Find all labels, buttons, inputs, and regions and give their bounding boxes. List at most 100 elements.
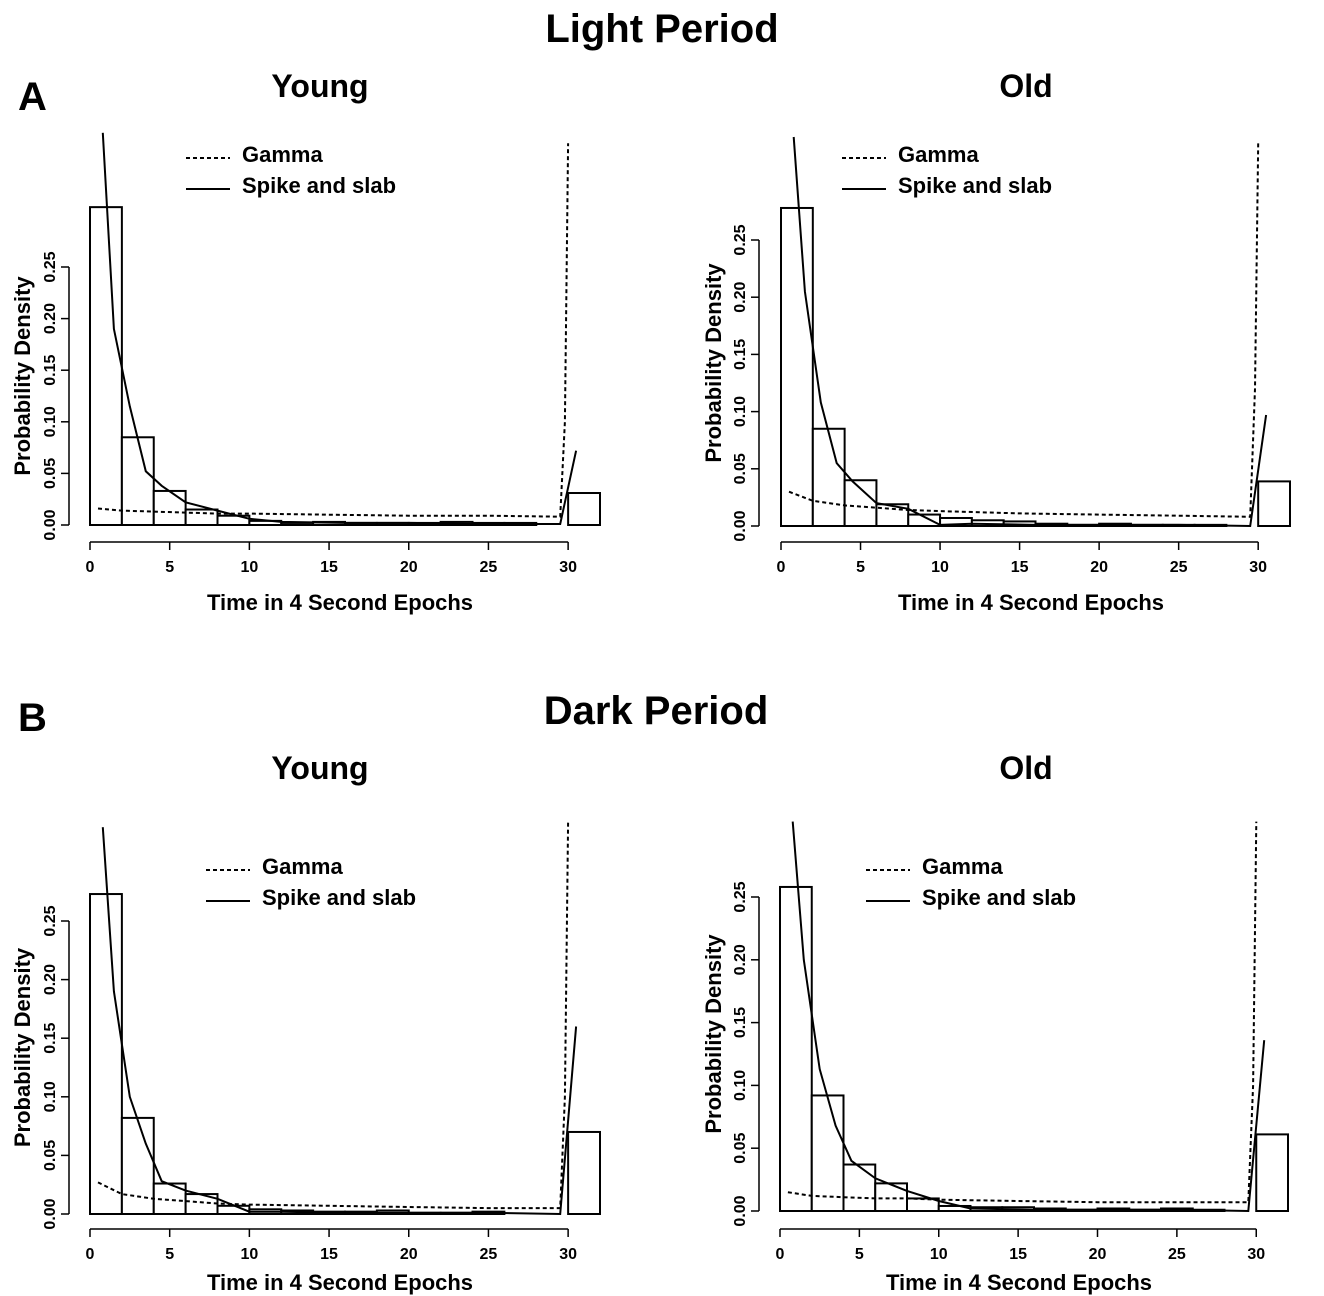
x-tick-label: 5 <box>855 1246 864 1263</box>
legend-label: Gamma <box>262 854 343 879</box>
y-tick-label: 0.15 <box>42 1023 59 1054</box>
x-axis-label: Time in 4 Second Epochs <box>207 1270 473 1295</box>
y-tick-label: 0.25 <box>732 224 749 255</box>
x-tick-label: 0 <box>86 559 95 576</box>
x-tick-label: 10 <box>931 559 949 576</box>
y-axis-label: Probability Density <box>701 263 726 463</box>
histogram-bar <box>780 206 814 528</box>
legend-label: Gamma <box>898 142 979 167</box>
y-tick-label: 0.20 <box>42 964 59 995</box>
x-tick-label: 0 <box>777 559 786 576</box>
gamma-density-line <box>787 821 1258 1204</box>
y-tick-label: 0.05 <box>42 1140 59 1171</box>
chart-panel: Old 0.00 0.05 0.10 0.15 0.20 0.25 0 5 10 15 20 25 30 T… <box>701 68 1291 615</box>
section-title-light: Light Period <box>545 7 778 51</box>
y-tick-label: 0.25 <box>42 251 59 282</box>
legend-label: Spike and slab <box>898 173 1052 198</box>
x-tick-label: 10 <box>240 559 258 576</box>
y-tick-label: 0.25 <box>732 881 749 912</box>
x-axis-label: Time in 4 Second Epochs <box>207 590 473 615</box>
x-tick-label: 5 <box>856 559 865 576</box>
y-tick-label: 0.05 <box>732 453 749 484</box>
y-tick-label: 0.10 <box>42 1081 59 1112</box>
x-tick-label: 15 <box>320 1246 338 1263</box>
x-tick-label: 25 <box>1170 559 1188 576</box>
y-tick-label: 0.00 <box>42 509 59 540</box>
histogram-bar <box>843 479 878 527</box>
chart-panel: Young 0.00 0.05 0.10 0.15 0.20 0.25 0 5 10 15 20 25 3… <box>10 68 601 615</box>
histogram-bar <box>567 492 601 526</box>
chart-panel: Young 0.00 0.05 0.10 0.15 0.20 0.25 0 5 10 15 20 25 3… <box>10 750 601 1295</box>
y-tick-label: 0.05 <box>42 458 59 489</box>
y-tick-label: 0.25 <box>42 905 59 936</box>
legend: Gamma Spike and slab <box>866 854 1076 910</box>
histogram-bar <box>1257 480 1291 528</box>
legend-label: Gamma <box>922 854 1003 879</box>
y-tick-label: 0.20 <box>732 282 749 313</box>
legend: Gamma Spike and slab <box>842 142 1052 198</box>
x-tick-label: 30 <box>559 1246 577 1263</box>
y-axis-label: Probability Density <box>701 934 726 1134</box>
legend: Gamma Spike and slab <box>186 142 396 198</box>
y-tick-label: 0.15 <box>732 1007 749 1038</box>
spike-and-slab-line <box>101 827 578 1216</box>
panel-title: Old <box>999 68 1052 104</box>
x-tick-label: 25 <box>480 1246 498 1263</box>
histogram-bar <box>811 427 846 528</box>
histogram-bar <box>842 1163 877 1212</box>
x-tick-label: 30 <box>1247 1246 1265 1263</box>
y-tick-label: 0.00 <box>42 1198 59 1229</box>
section-letter-a: A <box>18 75 47 119</box>
y-axis-label: Probability Density <box>10 276 35 476</box>
histogram-bar <box>1255 1133 1289 1213</box>
section-title-dark: Dark Period <box>544 689 769 733</box>
y-tick-label: 0.15 <box>732 339 749 370</box>
x-tick-label: 15 <box>1009 1246 1027 1263</box>
x-tick-label: 15 <box>1011 559 1029 576</box>
x-tick-label: 20 <box>400 1246 418 1263</box>
y-tick-label: 0.20 <box>42 303 59 334</box>
y-tick-label: 0.15 <box>42 355 59 386</box>
x-tick-label: 30 <box>1249 559 1267 576</box>
spike-and-slab-line <box>101 132 578 525</box>
gamma-density-line <box>97 821 570 1210</box>
panel-title: Young <box>271 68 368 104</box>
histogram-bar <box>567 1130 601 1215</box>
y-tick-label: 0.10 <box>732 1070 749 1101</box>
x-tick-label: 25 <box>1168 1246 1186 1263</box>
x-tick-label: 25 <box>480 559 498 576</box>
x-tick-label: 5 <box>165 1246 174 1263</box>
histogram-bar <box>152 489 187 526</box>
x-tick-label: 20 <box>1089 1246 1107 1263</box>
histogram-bar <box>89 206 123 526</box>
spike-and-slab-line <box>792 136 1268 528</box>
legend-label: Gamma <box>242 142 323 167</box>
x-tick-label: 0 <box>86 1246 95 1263</box>
x-axis-label: Time in 4 Second Epochs <box>886 1270 1152 1295</box>
legend-label: Spike and slab <box>922 885 1076 910</box>
x-tick-label: 0 <box>776 1246 785 1263</box>
x-tick-label: 20 <box>1090 559 1108 576</box>
histogram-bar <box>120 1116 155 1215</box>
x-tick-label: 5 <box>165 559 174 576</box>
legend: Gamma Spike and slab <box>206 854 416 910</box>
panel-title: Young <box>271 750 368 786</box>
gamma-density-line <box>788 142 1260 518</box>
histogram-bar <box>874 1182 908 1213</box>
histogram-bar <box>779 885 813 1213</box>
x-tick-label: 10 <box>930 1246 948 1263</box>
x-tick-label: 30 <box>559 559 577 576</box>
y-tick-label: 0.05 <box>732 1133 749 1164</box>
gamma-density-line <box>97 143 570 518</box>
y-axis-label: Probability Density <box>10 947 35 1147</box>
y-tick-label: 0.20 <box>732 944 749 975</box>
y-tick-label: 0.00 <box>732 1195 749 1226</box>
x-tick-label: 20 <box>400 559 418 576</box>
histogram-bar <box>89 893 123 1215</box>
y-tick-label: 0.10 <box>732 396 749 427</box>
y-tick-label: 0.00 <box>732 510 749 541</box>
chart-panel: Old 0.00 0.05 0.10 0.15 0.20 0.25 0 5 10 15 20 25 30 T… <box>701 750 1289 1295</box>
x-axis-label: Time in 4 Second Epochs <box>898 590 1164 615</box>
spike-and-slab-line <box>791 821 1266 1213</box>
